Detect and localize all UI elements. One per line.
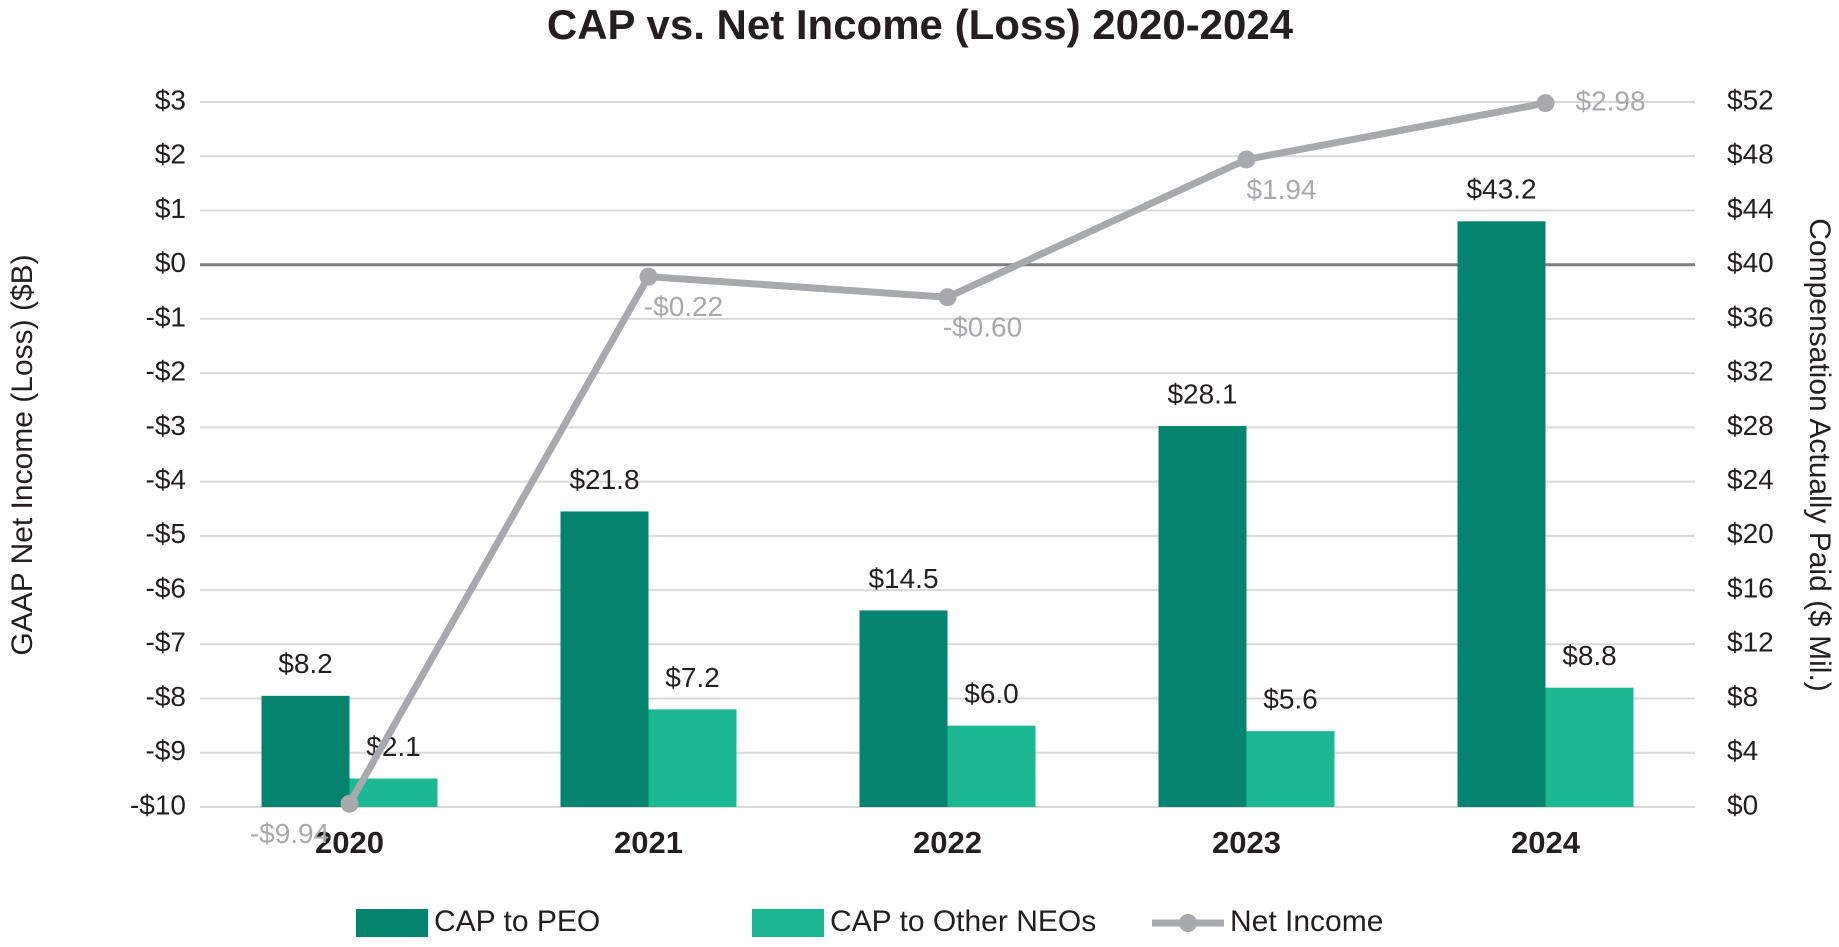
bar	[947, 725, 1036, 807]
y-tick-label: -$4	[146, 464, 186, 495]
y-tick-label: $2	[155, 139, 186, 170]
bar-value-label: $14.5	[868, 563, 938, 594]
line-point	[938, 288, 957, 307]
bar-value-label: $43.2	[1466, 174, 1536, 205]
bar-value-label: $5.6	[1263, 683, 1318, 714]
y2-tick-label: $12	[1727, 627, 1774, 658]
x-tick-label: 2021	[614, 825, 683, 860]
y2-tick-label: $0	[1727, 789, 1758, 820]
y-tick-label: -$6	[146, 572, 186, 603]
bar-value-label: $6.0	[964, 678, 1019, 709]
line-point	[639, 267, 658, 286]
x-tick-label: 2022	[913, 825, 982, 860]
y2-tick-label: $52	[1727, 84, 1774, 115]
y-tick-label: -$7	[146, 627, 186, 658]
line-value-label: $2.98	[1576, 85, 1646, 116]
y-tick-label: $3	[155, 84, 186, 115]
line-value-label: -$0.60	[943, 312, 1022, 343]
y2-tick-label: $40	[1727, 247, 1774, 278]
y-tick-label: -$2	[146, 356, 186, 387]
bar-value-label: $28.1	[1167, 378, 1237, 409]
y2-tick-label: $44	[1727, 193, 1774, 224]
y2-tick-label: $16	[1727, 572, 1774, 603]
bar	[859, 610, 948, 807]
y2-tick-label: $28	[1727, 410, 1774, 441]
bar-value-label: $8.2	[278, 648, 333, 679]
x-tick-label: 2023	[1212, 825, 1281, 860]
y2-axis-title: Compensation Actually Paid ($ Mil.)	[1803, 218, 1836, 692]
legend-swatch	[356, 909, 428, 937]
y2-tick-label: $32	[1727, 356, 1774, 387]
line-value-label: -$9.94	[250, 818, 329, 849]
legend-label: CAP to Other NEOs	[830, 905, 1096, 938]
line-point	[1536, 94, 1555, 113]
legend-label: Net Income	[1230, 905, 1383, 938]
y-tick-label: -$8	[146, 681, 186, 712]
bar	[261, 695, 350, 807]
legend-label: CAP to PEO	[434, 905, 600, 938]
y2-tick-label: $8	[1727, 681, 1758, 712]
y-tick-label: -$1	[146, 301, 186, 332]
line-point	[340, 794, 359, 813]
chart-title: CAP vs. Net Income (Loss) 2020-2024	[547, 1, 1294, 48]
x-tick-label: 2024	[1511, 825, 1581, 860]
y-tick-label: -$3	[146, 410, 186, 441]
bar	[1545, 687, 1634, 807]
line-point	[1237, 150, 1256, 169]
line-value-label: $1.94	[1246, 174, 1316, 205]
bar-value-label: $8.8	[1562, 640, 1617, 671]
bar	[1457, 221, 1546, 808]
y2-tick-label: $48	[1727, 139, 1774, 170]
legend-swatch-point	[1179, 914, 1197, 932]
bar-value-label: $21.8	[569, 464, 639, 495]
y-tick-label: -$5	[146, 518, 186, 549]
y2-tick-label: $24	[1727, 464, 1774, 495]
x-tick-label: 2020	[315, 825, 384, 860]
y2-tick-label: $20	[1727, 518, 1774, 549]
y-tick-label: $1	[155, 193, 186, 224]
y2-tick-label: $4	[1727, 735, 1758, 766]
y-tick-label: -$10	[130, 789, 186, 820]
legend-swatch	[752, 909, 824, 937]
y-axis-title: GAAP Net Income (Loss) ($B)	[6, 254, 39, 655]
y-tick-label: -$9	[146, 735, 186, 766]
y2-tick-label: $36	[1727, 301, 1774, 332]
bar	[1158, 426, 1247, 807]
y-tick-label: $0	[155, 247, 186, 278]
bar-value-label: $7.2	[665, 662, 720, 693]
bar	[560, 511, 649, 807]
bar	[648, 709, 737, 807]
line-value-label: -$0.22	[644, 291, 723, 322]
bar	[1246, 731, 1335, 807]
